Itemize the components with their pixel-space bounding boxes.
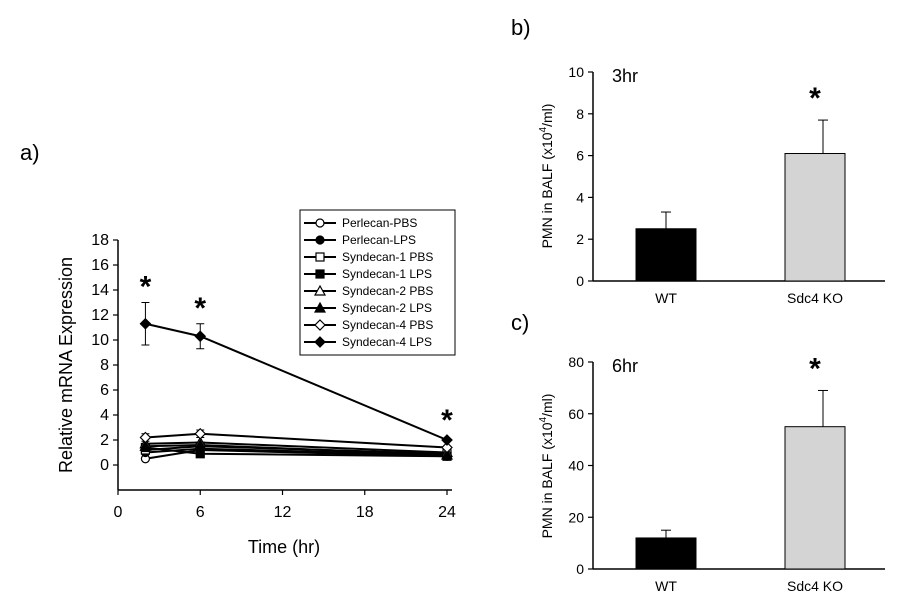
panel-label-b: b) xyxy=(511,15,531,40)
legend-marker-6 xyxy=(314,319,326,331)
x-tick-label-a: 0 xyxy=(114,504,123,521)
y-tick-label-a: 10 xyxy=(91,332,109,349)
y-tick-label-b: 0 xyxy=(576,273,584,289)
bar-b-0 xyxy=(635,228,697,282)
y-tick-label-c: 80 xyxy=(568,354,584,370)
y-tick-label-c: 60 xyxy=(568,406,584,422)
y-tick-label-c: 20 xyxy=(568,509,584,525)
title-c: 6hr xyxy=(612,356,638,376)
y-tick-label-a: 14 xyxy=(91,282,109,299)
y-tick-label-b: 10 xyxy=(568,64,584,80)
data-point-6 xyxy=(194,427,207,440)
significance-star-a: * xyxy=(194,292,206,325)
x-category-label-c: Sdc4 KO xyxy=(787,578,843,594)
legend-label-0: Perlecan-PBS xyxy=(342,216,417,230)
bar-c-0 xyxy=(635,537,697,570)
title-b: 3hr xyxy=(612,66,638,86)
x-tick-label-a: 12 xyxy=(274,504,292,521)
y-axis-title-b-end: /ml) xyxy=(539,104,555,127)
bar-chart-c: 6hr 0 20 40 60 80 WT Sdc4 KO * PMN in BALF (x1… xyxy=(538,352,885,594)
legend-label-7: Syndecan-4 LPS xyxy=(342,335,432,349)
y-axis-title-c-end: /ml) xyxy=(539,394,555,417)
y-axis-title-a: Relative mRNA Expression xyxy=(56,257,76,473)
legend: Perlecan-PBS Perlecan-LPS Syndecan-1 PBS Sy… xyxy=(299,209,456,356)
y-tick-label-a: 0 xyxy=(100,457,109,474)
panel-label-a: a) xyxy=(20,140,40,165)
data-point-5 xyxy=(440,448,454,460)
y-tick-label-a: 4 xyxy=(100,407,109,424)
legend-marker-3 xyxy=(315,269,325,279)
legend-marker-1 xyxy=(315,235,325,245)
x-axis-title-a: Time (hr) xyxy=(248,537,320,557)
y-tick-label-c: 40 xyxy=(568,458,584,474)
data-point-7 xyxy=(139,317,152,330)
y-tick-label-a: 18 xyxy=(91,232,109,249)
y-tick-label-b: 2 xyxy=(576,231,584,247)
legend-label-4: Syndecan-2 PBS xyxy=(342,284,433,298)
bar-b-1 xyxy=(784,153,846,282)
y-tick-label-b: 8 xyxy=(576,106,584,122)
legend-label-2: Syndecan-1 PBS xyxy=(342,250,433,264)
legend-marker-4 xyxy=(313,284,327,296)
y-tick-label-a: 8 xyxy=(100,357,109,374)
significance-star-c: * xyxy=(809,352,821,385)
panel-label-c: c) xyxy=(511,310,529,335)
legend-label-1: Perlecan-LPS xyxy=(342,233,416,247)
legend-box xyxy=(299,209,456,356)
y-tick-label-b: 4 xyxy=(576,189,584,205)
data-point-5 xyxy=(139,440,152,451)
legend-label-6: Syndecan-4 PBS xyxy=(342,318,433,332)
significance-star-b: * xyxy=(809,82,821,115)
data-point-3 xyxy=(195,449,205,459)
x-category-label-b: Sdc4 KO xyxy=(787,290,843,306)
y-axis-title-c-main: PMN in BALF (x10 xyxy=(539,422,555,538)
x-category-label-c: WT xyxy=(655,578,677,594)
x-tick-label-a: 24 xyxy=(438,504,456,521)
legend-marker-2 xyxy=(315,252,325,262)
y-tick-label-a: 2 xyxy=(100,432,109,449)
data-point-7 xyxy=(441,434,453,446)
bar-c-1 xyxy=(784,426,846,570)
y-axis-title-b-sup: 4 xyxy=(538,126,549,132)
data-point-7 xyxy=(194,330,207,343)
y-tick-label-a: 6 xyxy=(100,382,109,399)
y-tick-label-a: 12 xyxy=(91,307,109,324)
y-axis-title-b-main: PMN in BALF (x10 xyxy=(539,132,555,248)
x-tick-label-a: 18 xyxy=(356,504,374,521)
data-point-5 xyxy=(194,438,207,450)
legend-marker-0 xyxy=(315,218,325,228)
legend-marker-7 xyxy=(314,336,326,348)
data-point-6 xyxy=(139,431,152,444)
x-category-label-b: WT xyxy=(655,290,677,306)
y-axis-title-c-sup: 4 xyxy=(538,416,549,422)
y-tick-label-c: 0 xyxy=(576,561,584,577)
significance-star-a: * xyxy=(140,271,152,304)
x-tick-label-a: 6 xyxy=(196,504,205,521)
legend-label-3: Syndecan-1 LPS xyxy=(342,267,432,281)
significance-star-a: * xyxy=(441,404,453,437)
data-point-6 xyxy=(441,441,453,454)
y-axis-title-c: PMN in BALF (x104/ml) xyxy=(538,394,555,539)
y-axis-title-b: PMN in BALF (x104/ml) xyxy=(538,104,555,249)
y-tick-label-b: 6 xyxy=(576,148,584,164)
y-tick-label-a: 16 xyxy=(91,257,109,274)
legend-marker-5 xyxy=(313,301,327,313)
legend-label-5: Syndecan-2 LPS xyxy=(342,301,432,315)
